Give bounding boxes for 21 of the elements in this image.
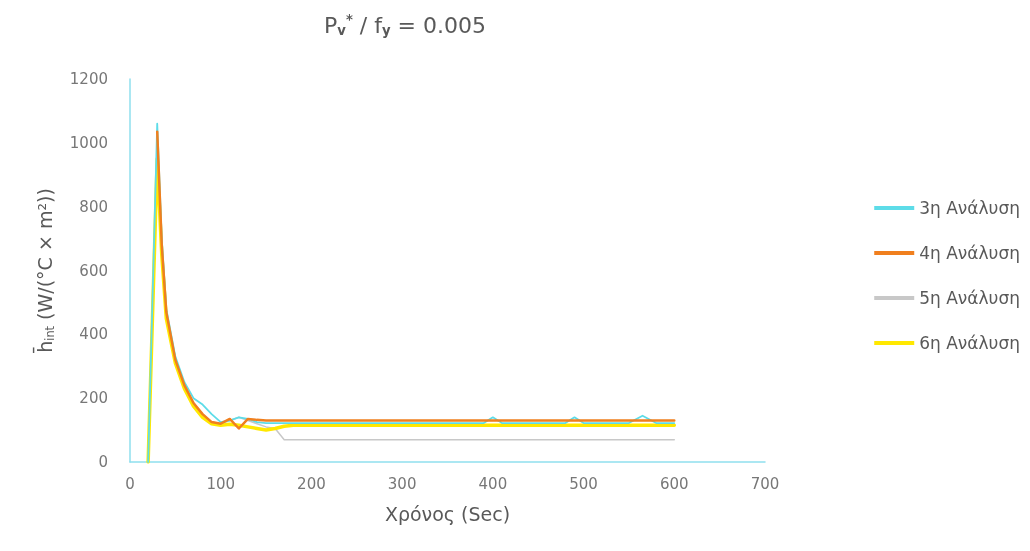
legend-label: 4η Ανάλυση <box>919 243 1021 263</box>
x-tick-label: 400 <box>478 474 508 493</box>
legend-label: 6η Ανάλυση <box>919 333 1021 353</box>
x-axis-title: Χρόνος (Sec) <box>384 502 511 525</box>
x-tick-label: 500 <box>569 474 598 493</box>
x-tick-label: 100 <box>206 474 236 493</box>
y-tick-label: 400 <box>79 325 108 344</box>
y-axis-title: h̄int (W/(°C × m²)) <box>32 188 57 354</box>
y-tick-label: 0 <box>98 453 108 471</box>
x-tick-label: 300 <box>387 474 417 493</box>
y-tick-label: 1200 <box>69 70 108 88</box>
x-tick-label: 0 <box>125 474 135 493</box>
y-tick-label: 200 <box>79 389 108 408</box>
y-tick-label: 600 <box>79 261 108 280</box>
x-tick-label: 200 <box>297 474 326 493</box>
legend-label: 5η Ανάλυση <box>919 288 1021 308</box>
y-tick-label: 800 <box>79 197 108 216</box>
y-tick-label: 1000 <box>69 133 108 152</box>
x-tick-label: 600 <box>659 474 689 493</box>
x-tick-label: 700 <box>750 474 780 493</box>
legend-label: 3η Ανάλυση <box>919 198 1021 218</box>
